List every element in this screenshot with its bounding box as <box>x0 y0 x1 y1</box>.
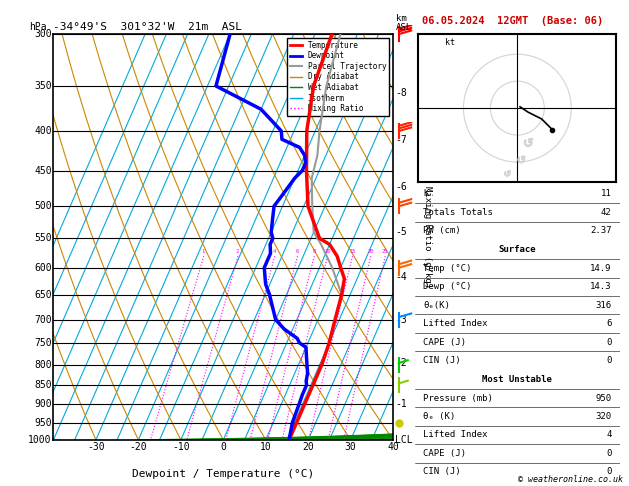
Text: Surface: Surface <box>499 245 536 254</box>
Text: 316: 316 <box>595 301 611 310</box>
Text: 900: 900 <box>34 399 52 409</box>
Text: km
ASL: km ASL <box>396 14 413 32</box>
Text: -6: -6 <box>395 182 406 192</box>
Text: 0: 0 <box>606 338 611 347</box>
Text: kt: kt <box>445 38 455 47</box>
Text: PW (cm): PW (cm) <box>423 226 461 235</box>
Text: 20: 20 <box>303 442 314 452</box>
Text: -2: -2 <box>395 358 406 367</box>
Text: 350: 350 <box>34 81 52 91</box>
Text: 10: 10 <box>260 442 272 452</box>
Text: 40: 40 <box>387 442 399 452</box>
Text: 300: 300 <box>34 29 52 39</box>
Text: Most Unstable: Most Unstable <box>482 375 552 384</box>
Text: -3: -3 <box>395 315 406 325</box>
Text: Lifted Index: Lifted Index <box>423 431 488 439</box>
Text: 500: 500 <box>34 201 52 211</box>
Text: -5: -5 <box>395 227 406 237</box>
Text: -7: -7 <box>395 135 406 145</box>
Text: 10: 10 <box>324 249 330 254</box>
Text: Pressure (mb): Pressure (mb) <box>423 394 493 402</box>
Text: K: K <box>423 190 429 198</box>
Text: 1000: 1000 <box>28 435 52 445</box>
Text: 0: 0 <box>606 468 611 476</box>
Text: CAPE (J): CAPE (J) <box>423 449 466 458</box>
Legend: Temperature, Dewpoint, Parcel Trajectory, Dry Adiabat, Wet Adiabat, Isotherm, Mi: Temperature, Dewpoint, Parcel Trajectory… <box>287 38 389 116</box>
Text: 800: 800 <box>34 360 52 370</box>
Text: 450: 450 <box>34 166 52 175</box>
Text: 14.3: 14.3 <box>590 282 611 291</box>
Text: 1: 1 <box>202 249 205 254</box>
Text: CIN (J): CIN (J) <box>423 468 461 476</box>
Text: 42: 42 <box>601 208 611 217</box>
Text: CAPE (J): CAPE (J) <box>423 338 466 347</box>
Text: -10: -10 <box>172 442 190 452</box>
Text: 4: 4 <box>273 249 276 254</box>
Text: Mixing Ratio (g/kg): Mixing Ratio (g/kg) <box>423 186 432 288</box>
Text: Totals Totals: Totals Totals <box>423 208 493 217</box>
Text: 6: 6 <box>606 319 611 328</box>
Text: © weatheronline.co.uk: © weatheronline.co.uk <box>518 474 623 484</box>
Text: 25: 25 <box>382 249 388 254</box>
Text: 550: 550 <box>34 233 52 243</box>
Text: 650: 650 <box>34 290 52 300</box>
Text: -8: -8 <box>395 87 406 98</box>
Text: -1: -1 <box>395 399 406 409</box>
Text: 400: 400 <box>34 126 52 136</box>
Text: LCL: LCL <box>395 435 413 445</box>
Text: CIN (J): CIN (J) <box>423 356 461 365</box>
Text: -20: -20 <box>130 442 147 452</box>
Text: 15: 15 <box>349 249 355 254</box>
Text: 950: 950 <box>34 417 52 428</box>
Text: 850: 850 <box>34 380 52 390</box>
Text: 600: 600 <box>34 262 52 273</box>
Text: 0: 0 <box>606 449 611 458</box>
Text: hPa: hPa <box>30 21 47 32</box>
Text: 6: 6 <box>296 249 299 254</box>
Text: Dewp (°C): Dewp (°C) <box>423 282 472 291</box>
Text: Temp (°C): Temp (°C) <box>423 264 472 273</box>
Text: 4: 4 <box>606 431 611 439</box>
Text: -30: -30 <box>87 442 105 452</box>
Text: 750: 750 <box>34 338 52 348</box>
Text: 2: 2 <box>236 249 239 254</box>
Text: 320: 320 <box>595 412 611 421</box>
Text: -4: -4 <box>395 272 406 281</box>
Text: 30: 30 <box>345 442 357 452</box>
Text: Dewpoint / Temperature (°C): Dewpoint / Temperature (°C) <box>132 469 314 479</box>
Text: 2.37: 2.37 <box>590 226 611 235</box>
Text: 8: 8 <box>313 249 316 254</box>
Text: θₑ(K): θₑ(K) <box>423 301 450 310</box>
Text: 0: 0 <box>220 442 226 452</box>
Text: 700: 700 <box>34 314 52 325</box>
Text: Lifted Index: Lifted Index <box>423 319 488 328</box>
Text: 950: 950 <box>595 394 611 402</box>
Text: 0: 0 <box>606 356 611 365</box>
Text: 06.05.2024  12GMT  (Base: 06): 06.05.2024 12GMT (Base: 06) <box>422 16 603 26</box>
Text: -34°49'S  301°32'W  21m  ASL: -34°49'S 301°32'W 21m ASL <box>53 21 242 32</box>
Text: 11: 11 <box>601 190 611 198</box>
Text: θₑ (K): θₑ (K) <box>423 412 455 421</box>
Text: 14.9: 14.9 <box>590 264 611 273</box>
Text: 20: 20 <box>367 249 374 254</box>
